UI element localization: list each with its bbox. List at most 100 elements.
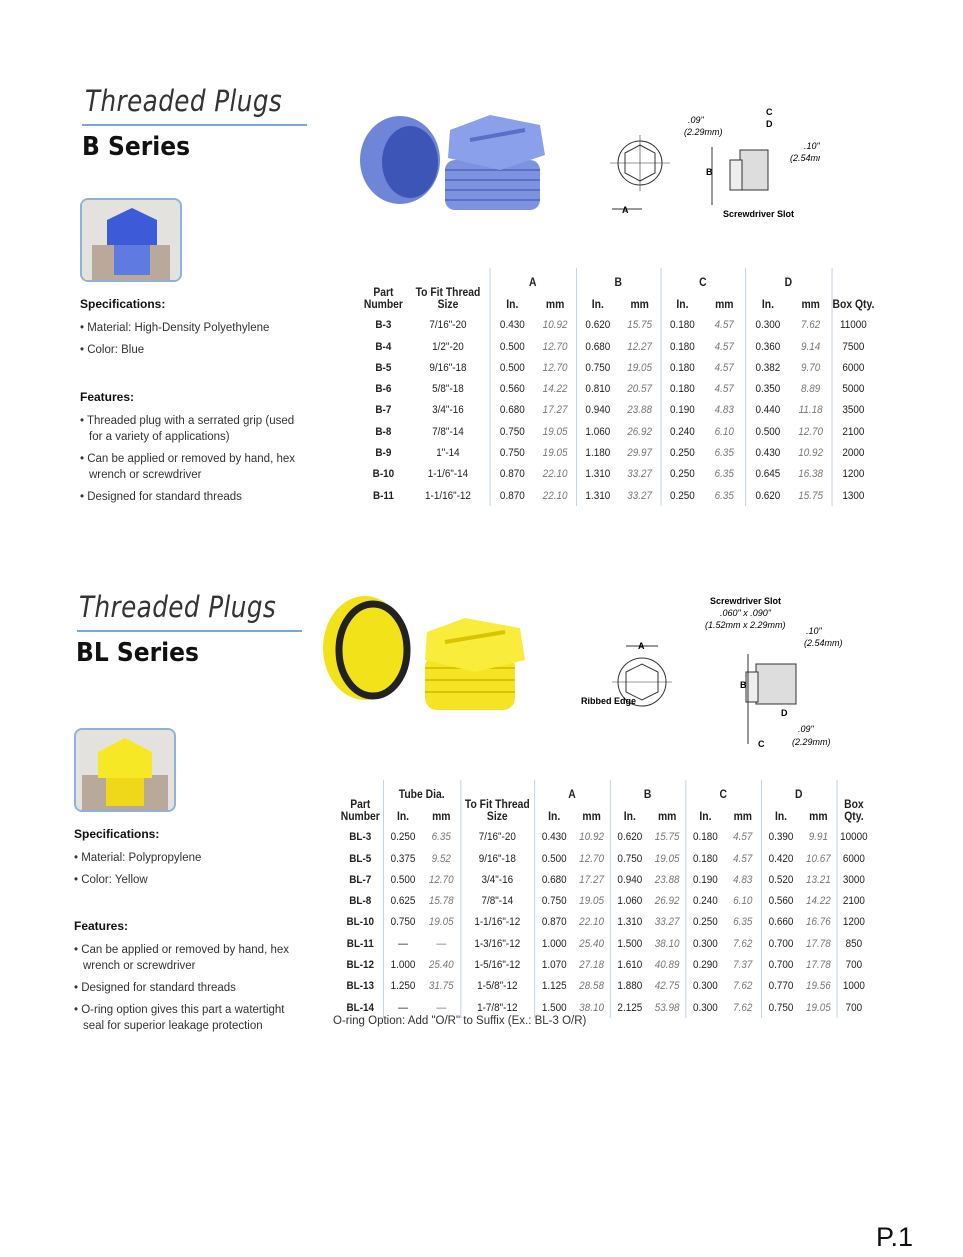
table-cell: 2000 <box>831 442 875 464</box>
table-cell: 9/16"-18 <box>459 847 535 870</box>
table-cell: 16.38 <box>798 468 824 481</box>
table-cell: 1.880 <box>609 975 650 997</box>
part-number-cell: B-11 <box>372 489 394 502</box>
table-row: B-4 1/2"-20 0.500 12.70 0.680 12.27 0.180 4.57 0… <box>360 335 875 358</box>
header-mm: mm <box>657 810 677 823</box>
table-cell: 19.05 <box>542 425 568 438</box>
table-cell: 0.750 <box>533 890 574 912</box>
feature-item: • Can be applied or removed by hand, hex… <box>74 944 289 972</box>
table-cell: 1200 <box>836 911 871 934</box>
table-cell: 0.500 <box>533 847 574 870</box>
table-cell: 26.92 <box>627 425 653 438</box>
table-cell: 4.57 <box>714 340 734 353</box>
table-cell: 42.75 <box>654 980 680 993</box>
slot-in-label: .060" x .090" <box>720 608 772 618</box>
table-cell: 12.70 <box>579 852 604 865</box>
header-c: C <box>660 268 746 290</box>
oring-option-note: O-ring Option: Add "O/R" to Suffix (Ex.:… <box>333 1015 587 1027</box>
table-cell: 12.70 <box>542 340 568 353</box>
part-number-cell: BL-10 <box>346 916 375 929</box>
dim-d-label: D <box>781 708 788 718</box>
header-thread-size: To Fit Thread Size <box>459 780 535 827</box>
header-d: D <box>760 780 837 802</box>
table-cell: 22.10 <box>542 468 568 481</box>
table-cell: 1000 <box>836 975 871 997</box>
table-cell: 6.10 <box>714 425 734 438</box>
part-number-cell: BL-3 <box>349 831 372 844</box>
feature-item: • Designed for standard threads <box>74 982 236 994</box>
table-cell: 19.05 <box>654 852 680 865</box>
table-cell: 10.92 <box>579 831 604 844</box>
table-cell: 0.390 <box>760 826 801 848</box>
spec-item: • Material: High-Density Polyethylene <box>80 322 270 334</box>
table-cell: 1.250 <box>382 975 423 997</box>
table-cell: 19.56 <box>805 980 831 993</box>
header-in: In. <box>533 801 574 827</box>
table-cell: 8.89 <box>801 383 821 396</box>
table-cell: — <box>436 1001 447 1014</box>
table-cell: 6000 <box>836 847 871 870</box>
table-cell: 0.240 <box>660 421 704 443</box>
table-cell: 13.21 <box>805 873 831 886</box>
table-cell: 15.75 <box>654 831 680 844</box>
header-mm: mm <box>630 298 649 311</box>
specs-heading: Specifications: <box>80 297 166 311</box>
title-underline <box>82 124 307 126</box>
table-cell: 4.57 <box>714 383 734 396</box>
table-cell: 17.27 <box>579 873 604 886</box>
table-cell: 0.560 <box>489 378 535 400</box>
table-cell: 0.625 <box>382 890 423 912</box>
table-cell: 1-7/8"-12 <box>459 996 535 1019</box>
header-in: In. <box>744 289 791 315</box>
dim-10-label: .10" <box>806 626 823 636</box>
table-cell: 0.940 <box>575 399 620 422</box>
table-cell: 1.125 <box>533 975 574 997</box>
feature-item: • Designed for standard threads <box>80 491 242 503</box>
header-in: In. <box>575 289 620 315</box>
table-cell: 3500 <box>831 399 875 422</box>
table-cell: 0.750 <box>382 911 423 934</box>
table-cell: 0.180 <box>660 314 704 336</box>
table-cell: 1"-14 <box>436 447 460 460</box>
table-cell: 0.870 <box>533 911 574 934</box>
table-cell: 17.78 <box>805 937 831 950</box>
table-cell: 10000 <box>836 826 871 848</box>
table-cell: 1.310 <box>609 911 650 934</box>
table-cell: 0.290 <box>684 954 725 976</box>
table-cell: 1-1/16"-12 <box>425 489 471 502</box>
table-row: BL-5 0.375 9.52 9/16"-18 0.500 12.70 0.750 19.0… <box>338 847 871 870</box>
table-cell: 33.27 <box>654 916 680 929</box>
header-b: B <box>575 268 661 290</box>
table-cell: 25.40 <box>579 937 604 950</box>
header-part-number: Part Number <box>363 286 403 311</box>
table-cell: 10.92 <box>542 319 568 332</box>
table-cell: 7.62 <box>733 937 753 950</box>
dim-09-label: .09" <box>798 724 815 734</box>
table-row: B-7 3/4"-16 0.680 17.27 0.940 23.88 0.190 4.83 0… <box>360 399 875 422</box>
table-cell: — <box>436 937 447 950</box>
table-cell: — <box>382 996 423 1019</box>
table-cell: 23.88 <box>654 873 680 886</box>
header-mm: mm <box>733 810 752 823</box>
table-cell: 6.35 <box>714 468 734 481</box>
table-cell: 1.060 <box>575 421 620 443</box>
part-number-cell: BL-12 <box>346 959 375 972</box>
table-cell: 0.700 <box>760 954 801 976</box>
table-cell: 1/2"-20 <box>432 340 464 353</box>
product-photo-blue-plugs <box>360 115 545 210</box>
table-cell: 2100 <box>831 421 875 443</box>
dim-c-label: C <box>758 739 765 749</box>
table-cell: 17.27 <box>542 404 568 417</box>
table-cell: 40.89 <box>654 959 680 972</box>
bl-specifications: Specifications: • Material: Polypropylen… <box>74 826 304 894</box>
table-cell: 9.14 <box>801 340 821 353</box>
table-cell: 10.67 <box>805 852 831 865</box>
table-cell: 1.180 <box>575 442 620 464</box>
table-cell: 9.91 <box>808 831 829 844</box>
table-cell: 22.10 <box>542 489 568 502</box>
table-cell: 17.78 <box>805 959 831 972</box>
table-cell: 0.180 <box>684 847 725 870</box>
table-cell: 10.92 <box>798 447 824 460</box>
table-row: B-9 1"-14 0.750 19.05 1.180 29.97 0.250 6.35 0.4… <box>360 442 875 464</box>
table-cell: 0.190 <box>660 399 704 422</box>
